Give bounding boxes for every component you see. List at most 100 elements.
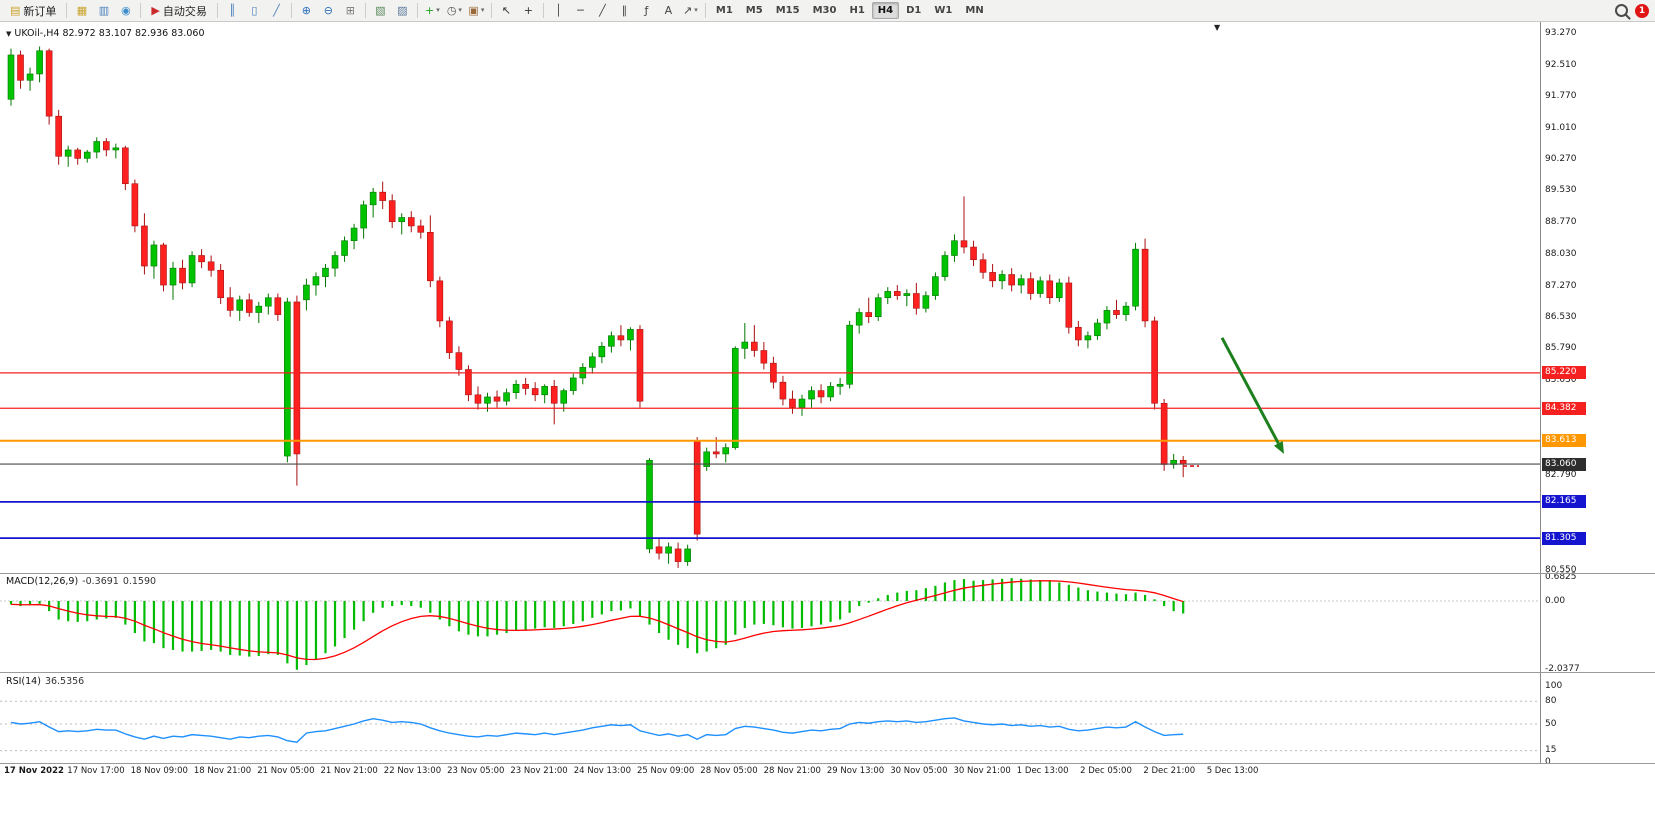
dropdown-caret-icon: ▾ [480,6,485,14]
toolbar: ▤ 新订单 ▦ ▥ ◉ ▶ 自动交易 ║ ▯ ╱ ⊕ ⊖ ⊞ ▧ ▨ + ▾ ◷ ▾ ▣ ▾ ↖ + │ ─ ╱ ∥ ƒ A ↗ ▾ M1 M5… [0,0,1655,22]
chart-canvas[interactable] [0,22,1540,763]
rsi-axis-label: 50 [1545,718,1557,729]
toolbar-right: 1 [1615,3,1651,18]
line-chart-mode-icon[interactable]: ╱ [273,4,280,17]
arrows-tool-icon[interactable]: ↗ ▾ [680,0,701,21]
bar-chart-mode-icon[interactable]: ║ [229,4,236,17]
time-tick-label: 2 Dec 21:00 [1143,766,1196,776]
time-tick-label: 30 Nov 21:00 [953,766,1011,776]
macd-main-value: -0.3691 [82,576,119,587]
price-level-badge: 84.382 [1542,401,1586,415]
macd-signal-line [10,580,1184,661]
vertical-line-icon[interactable]: │ [555,4,562,17]
price-level-badge: 85.220 [1542,366,1586,380]
time-tick-label: 21 Nov 05:00 [257,766,315,776]
price-tick-label: 86.530 [1545,312,1577,323]
toolbar-buttons: ▤ 新订单 ▦ ▥ ◉ ▶ 自动交易 ║ ▯ ╱ ⊕ ⊖ ⊞ ▧ ▨ + ▾ ◷ ▾ ▣ ▾ ↖ + │ ─ ╱ ∥ ƒ A ↗ ▾ M1 M5… [4,0,1615,21]
timeframe-d1[interactable]: D1 [906,5,922,16]
price-level-badge: 83.613 [1542,434,1586,448]
candlestick-mode-icon[interactable]: ▯ [251,4,258,17]
rsi-panel-separator[interactable] [0,672,1655,673]
data-window-icon[interactable]: ▥ [98,4,110,17]
timeframe-mn[interactable]: MN [965,5,984,16]
periods-icon[interactable]: ◷ ▾ [444,0,465,21]
time-tick-label: 18 Nov 09:00 [130,766,188,776]
symbol-info-label: ▼ UKOil-,H4 82.972 83.107 82.936 83.060 [6,28,205,39]
rsi-line [10,717,1184,743]
autotrading-button-label: 自动交易 [162,4,207,18]
timeframe-h1[interactable]: H1 [849,5,865,16]
price-tick-label: 88.770 [1545,217,1577,228]
toolbar-separator [66,3,68,18]
macd-indicator-label: MACD(12,26,9) -0.3691 0.1590 [6,576,156,587]
toolbar-separator [364,3,366,18]
macd-indicator [0,578,1540,670]
timeframe-m15[interactable]: M15 [775,5,800,16]
dropdown-caret-icon: ▾ [436,6,440,14]
crosshair-icon[interactable]: + [523,4,533,17]
chart-profile-icon[interactable]: ▨ [397,4,408,17]
autotrading-button[interactable]: ▶ 自动交易 [145,0,212,21]
toolbar-separator [140,3,142,18]
arrange-charts-icon[interactable]: ▧ [375,4,386,17]
time-tick-label: 2 Dec 05:00 [1080,766,1132,776]
price-level-badge: 81.305 [1542,531,1586,545]
rsi-indicator-label: RSI(14) 36.5356 [6,676,84,687]
trendline-icon[interactable]: ╱ [599,4,606,17]
timeframe-w1[interactable]: W1 [934,5,953,16]
price-tick-label: 80.550 [1545,564,1577,575]
chart-shift-marker-icon: ▼ [1214,23,1221,32]
time-tick-label: 17 Nov 17:00 [67,766,125,776]
text-label-icon[interactable]: A [664,4,673,17]
market-watch-icon[interactable]: ▦ [76,4,88,17]
add-indicator-icon[interactable]: + ▾ [422,0,443,21]
toolbar-separator [704,3,706,18]
navigator-icon[interactable]: ◉ [121,4,131,17]
macd-signal-value: 0.1590 [122,576,157,587]
notification-badge[interactable]: 1 [1635,3,1649,18]
chart-area: ▼ UKOil-,H4 82.972 83.107 82.936 83.060 ▼… [0,22,1655,825]
dropdown-caret-icon: ▾ [458,6,462,14]
toolbar-separator [490,3,492,18]
search-icon[interactable] [1615,4,1628,17]
macd-name: MACD(12,26,9) [6,576,79,587]
new-order-button-label: 新订单 [23,4,57,18]
time-tick-label: 22 Nov 13:00 [383,766,442,776]
time-tick-label: 17 Nov 2022 [4,766,64,776]
price-axis[interactable]: 93.270 92.510 91.770 91.010 90.270 89.530 88.7… [1540,22,1655,767]
cursor-icon[interactable]: ↖ [501,4,511,17]
price-tick-label: 93.270 [1545,27,1577,38]
rsi-axis-label: 0 [1545,756,1551,767]
macd-axis-label: 0.00 [1545,595,1566,606]
chart-marker-icon: ▼ [6,30,12,38]
zoom-in-icon[interactable]: ⊕ [301,4,311,17]
templates-icon[interactable]: ▣ ▾ [466,0,487,21]
price-tick-label: 85.030 [1545,375,1577,386]
price-tick-label: 92.510 [1545,59,1577,70]
price-tick-label: 85.790 [1545,343,1577,354]
timeframe-m5[interactable]: M5 [745,5,763,16]
down-arrow-annotation[interactable] [1220,337,1284,454]
macd-axis-label: -2.0377 [1545,664,1580,675]
tile-windows-icon[interactable]: ⊞ [345,4,355,17]
autotrading-button-icon: ▶ [151,4,160,17]
time-axis[interactable]: 17 Nov 2022 17 Nov 17:00 18 Nov 09:00 18 No… [0,764,1540,780]
fibonacci-icon[interactable]: ƒ [644,4,649,17]
macd-panel-separator[interactable] [0,573,1655,574]
timeframe-h4[interactable]: H4 [871,2,900,19]
time-tick-label: 23 Nov 21:00 [510,766,568,776]
time-tick-label: 24 Nov 13:00 [573,766,631,776]
rsi-indicator [0,700,1540,752]
new-order-button[interactable]: ▤ 新订单 [4,0,62,21]
horizontal-line-icon[interactable]: ─ [577,4,584,17]
symbol-ohlc-text: UKOil-,H4 82.972 83.107 82.936 83.060 [14,28,205,39]
channel-icon[interactable]: ∥ [621,4,628,17]
zoom-out-icon[interactable]: ⊖ [323,4,333,17]
price-level-badge: 82.165 [1542,495,1586,509]
timeframe-m30[interactable]: M30 [812,5,837,16]
timeframe-m1[interactable]: M1 [715,5,733,16]
price-tick-label: 91.770 [1545,90,1577,101]
time-tick-label: 30 Nov 05:00 [890,766,948,776]
time-tick-label: 5 Dec 13:00 [1206,766,1259,776]
